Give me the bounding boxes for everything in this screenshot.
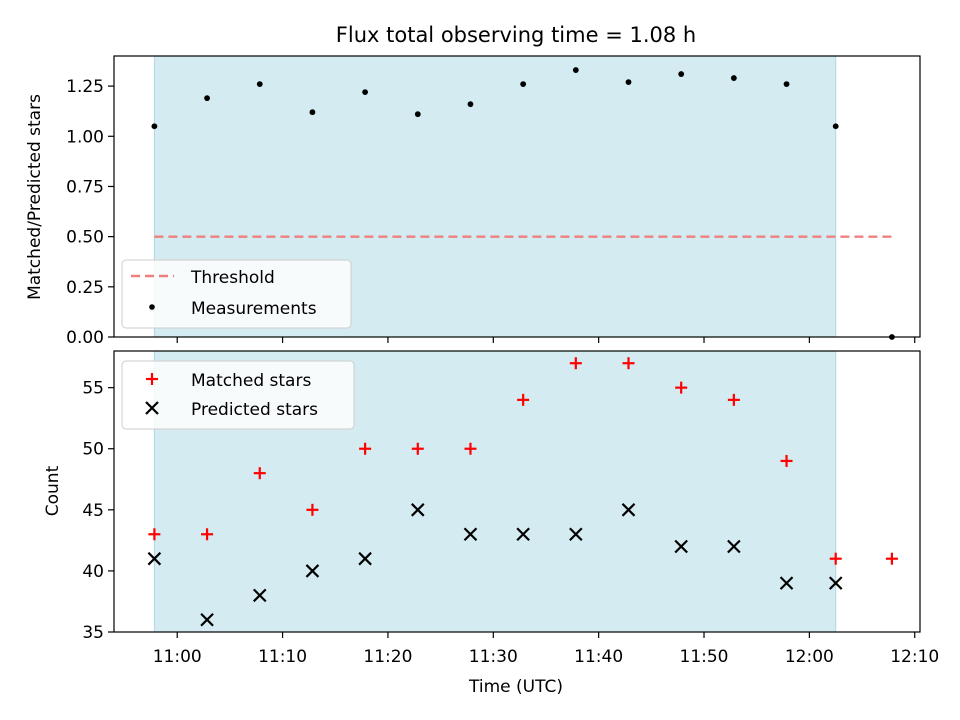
matched-stars-point [727, 393, 740, 406]
measurement-point [414, 111, 421, 118]
y-tick-label: 1.00 [66, 127, 104, 147]
x-tick-label: 11:40 [574, 647, 623, 667]
x-tick-label: 11:00 [153, 647, 202, 667]
matched-stars-point [253, 467, 266, 480]
count-series [147, 357, 898, 627]
predicted-stars-point [147, 551, 162, 566]
y-tick-label: 1.25 [66, 77, 104, 97]
matched-stars-point [675, 381, 688, 394]
figure-title: Flux total observing time = 1.08 h [336, 23, 696, 47]
count-legend-box [121, 360, 355, 430]
matched-stars-point [569, 357, 582, 370]
measurement-point [730, 75, 737, 81]
count-plot-frame [113, 350, 921, 633]
measurement-point [625, 79, 632, 85]
matched-stars-point [306, 503, 319, 516]
predicted-stars-point [411, 503, 425, 517]
predicted-stars-point [828, 576, 843, 590]
legend-predicted-swatch [145, 401, 159, 415]
matched-stars-point [359, 442, 372, 455]
predicted-stars-point [252, 588, 267, 603]
predicted-stars-point [727, 539, 741, 554]
predicted-stars-point [569, 527, 583, 542]
predicted-stars-point [779, 576, 794, 590]
ratio-panel: 0.00 0.25 0.50 0.75 1.00 1.25 Matched/Predict… [25, 55, 921, 348]
ratio-legend-box [121, 259, 352, 329]
y-tick-label: 0.75 [66, 177, 104, 197]
measurement-point [520, 81, 527, 87]
legend-threshold-label: Threshold [190, 268, 275, 288]
measurement-point [832, 123, 839, 130]
y-tick-label: 50 [82, 440, 104, 460]
count-y-label: Count [43, 465, 63, 516]
x-tick-label: 12:10 [890, 647, 939, 667]
x-tick-label: 12:00 [785, 647, 834, 667]
y-tick-label: 40 [82, 562, 104, 582]
ratio-y-axis: 0.00 0.25 0.50 0.75 1.00 1.25 [66, 77, 114, 348]
x-tick-label: 11:10 [258, 647, 307, 667]
count-panel: 35 40 45 50 55 11:00 11:10 11:20 11:30 11:40 11:5… [43, 350, 939, 697]
predicted-stars-point [200, 613, 214, 627]
count-y-axis: 35 40 45 50 55 [82, 379, 114, 643]
count-x-axis: 11:00 11:10 11:20 11:30 11:40 11:50 12:00 12:10 [153, 632, 939, 667]
measurement-point [362, 89, 369, 96]
x-tick-label: 11:20 [363, 647, 412, 667]
measurement-point [204, 95, 210, 102]
measurement-point [783, 81, 790, 87]
predicted-stars-point [516, 527, 530, 542]
measurement-point [309, 109, 316, 116]
legend-measurements-label: Measurements [191, 299, 317, 319]
x-tick-label: 11:50 [680, 647, 729, 667]
y-tick-label: 0.50 [66, 228, 104, 248]
measurement-point [151, 123, 158, 130]
predicted-stars-point [463, 527, 478, 542]
legend-matched-swatch [146, 373, 158, 385]
y-tick-label: 45 [82, 501, 104, 521]
matched-stars-point [201, 528, 214, 541]
predicted-stars-point [358, 551, 372, 566]
predicted-stars-point [305, 564, 320, 578]
predicted-stars-point [621, 503, 636, 517]
measurement-point [467, 101, 474, 108]
ratio-x-ticks [176, 337, 916, 343]
matched-stars-point [411, 442, 424, 455]
measurement-point [256, 81, 263, 87]
matched-stars-point [780, 454, 793, 467]
y-tick-label: 0.00 [66, 328, 104, 348]
measurements-series [151, 67, 895, 340]
count-legend: Matched stars Predicted stars [121, 360, 355, 430]
y-tick-label: 35 [82, 623, 104, 643]
legend-predicted-label: Predicted stars [191, 400, 318, 420]
ratio-legend: Threshold Measurements [121, 259, 352, 329]
matched-stars-point [885, 552, 898, 565]
x-axis-label: Time (UTC) [468, 677, 563, 697]
matched-stars-point [829, 552, 842, 565]
legend-measurements-swatch [149, 304, 155, 310]
ratio-plot-frame [113, 55, 921, 338]
matched-stars-point [622, 357, 635, 370]
matched-stars-point [464, 442, 477, 455]
matched-stars-point [148, 528, 161, 541]
predicted-stars-point [674, 539, 688, 554]
y-tick-label: 55 [82, 379, 104, 399]
ratio-y-label: Matched/Predicted stars [25, 94, 45, 300]
x-tick-label: 11:30 [469, 647, 518, 667]
measurement-point [572, 67, 579, 73]
measurement-point [678, 71, 685, 77]
legend-matched-label: Matched stars [191, 371, 311, 391]
matched-stars-point [517, 393, 530, 406]
y-tick-label: 0.25 [66, 278, 104, 298]
